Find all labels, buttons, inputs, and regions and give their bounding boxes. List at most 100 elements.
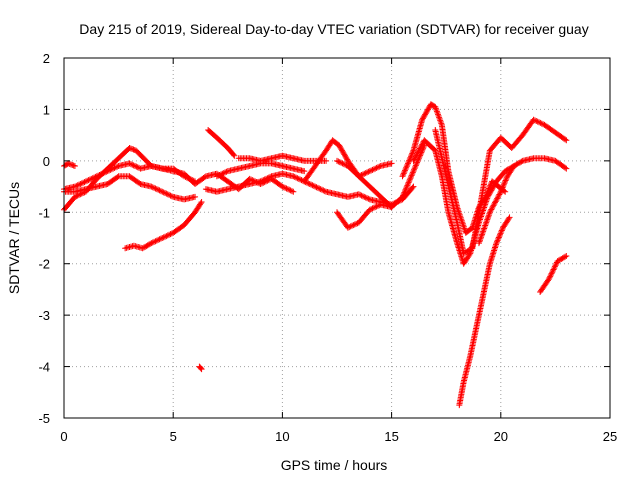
data-point bbox=[192, 178, 199, 185]
data-point bbox=[338, 159, 345, 166]
data-point bbox=[373, 203, 380, 210]
data-point bbox=[400, 170, 407, 177]
data-point bbox=[370, 166, 377, 173]
data-point bbox=[545, 276, 552, 283]
data-point bbox=[405, 159, 412, 165]
data-point bbox=[192, 193, 199, 200]
data-point bbox=[334, 157, 340, 164]
grid bbox=[64, 58, 610, 418]
data-point bbox=[409, 150, 416, 157]
data-point bbox=[408, 173, 415, 180]
data-point bbox=[279, 183, 286, 190]
data-point bbox=[223, 168, 230, 175]
data-point bbox=[335, 158, 342, 165]
data-point bbox=[160, 189, 167, 196]
data-point bbox=[491, 201, 498, 208]
data-point bbox=[369, 205, 376, 212]
data-point bbox=[372, 165, 379, 172]
data-point bbox=[86, 176, 93, 183]
data-point bbox=[323, 157, 330, 164]
data-point bbox=[488, 187, 495, 194]
data-point bbox=[166, 231, 173, 238]
data-point bbox=[85, 177, 92, 184]
data-point bbox=[364, 195, 371, 202]
data-point bbox=[498, 185, 505, 192]
data-point bbox=[476, 238, 483, 245]
data-point bbox=[415, 148, 422, 155]
data-point bbox=[361, 170, 368, 177]
data-point bbox=[349, 222, 356, 229]
data-point bbox=[282, 184, 289, 191]
data-point bbox=[414, 149, 421, 156]
data-point bbox=[339, 147, 346, 154]
data-point bbox=[351, 221, 358, 228]
data-point bbox=[104, 168, 111, 175]
data-point bbox=[489, 203, 496, 210]
data-point bbox=[400, 191, 407, 197]
data-point bbox=[425, 106, 431, 113]
data-point bbox=[263, 175, 270, 182]
data-point bbox=[480, 226, 487, 233]
data-point bbox=[101, 169, 108, 176]
data-point bbox=[162, 190, 169, 196]
data-point bbox=[414, 159, 421, 166]
data-point bbox=[416, 145, 423, 152]
data-point bbox=[156, 187, 163, 194]
data-point bbox=[127, 161, 134, 168]
data-point bbox=[353, 220, 360, 227]
data-point bbox=[305, 180, 312, 187]
data-point bbox=[533, 118, 540, 124]
data-point bbox=[503, 176, 510, 183]
data-point bbox=[500, 181, 507, 188]
data-point bbox=[70, 162, 77, 169]
data-point bbox=[134, 164, 141, 171]
data-point bbox=[409, 171, 416, 177]
data-point bbox=[494, 195, 501, 202]
data-point bbox=[189, 177, 196, 184]
data-point bbox=[126, 160, 133, 167]
data-point bbox=[501, 178, 508, 185]
series-arc-12 bbox=[334, 142, 428, 231]
data-point bbox=[136, 180, 143, 187]
data-point bbox=[548, 270, 555, 277]
data-point bbox=[301, 168, 308, 175]
data-point bbox=[230, 151, 237, 158]
data-point bbox=[399, 173, 406, 180]
data-point bbox=[563, 253, 570, 259]
data-point bbox=[197, 365, 204, 372]
data-point bbox=[130, 146, 137, 153]
data-point bbox=[306, 181, 313, 187]
data-point bbox=[481, 223, 488, 230]
data-point bbox=[357, 191, 364, 198]
data-point bbox=[338, 146, 345, 153]
data-point bbox=[506, 214, 513, 221]
data-point bbox=[355, 191, 362, 198]
data-point bbox=[167, 231, 174, 238]
data-point bbox=[317, 186, 324, 193]
data-point bbox=[404, 160, 411, 167]
data-point bbox=[510, 163, 517, 169]
data-point bbox=[362, 194, 369, 201]
data-point bbox=[217, 171, 224, 178]
data-point bbox=[342, 152, 349, 159]
data-point bbox=[312, 183, 319, 190]
data-point bbox=[246, 175, 253, 182]
data-point bbox=[403, 183, 410, 190]
data-point bbox=[294, 175, 301, 182]
data-point bbox=[547, 271, 554, 278]
data-point bbox=[501, 180, 508, 187]
data-point bbox=[477, 235, 484, 242]
data-point bbox=[265, 174, 272, 181]
data-point bbox=[160, 234, 167, 241]
data-point bbox=[410, 157, 417, 164]
data-point bbox=[339, 148, 346, 155]
data-point bbox=[148, 240, 155, 247]
data-point bbox=[290, 188, 297, 195]
data-point bbox=[478, 232, 485, 239]
series-arc-7 bbox=[205, 127, 238, 159]
data-point bbox=[100, 170, 107, 177]
data-point bbox=[417, 144, 424, 151]
data-point bbox=[362, 170, 369, 177]
data-point bbox=[549, 267, 556, 274]
data-point bbox=[350, 222, 357, 229]
